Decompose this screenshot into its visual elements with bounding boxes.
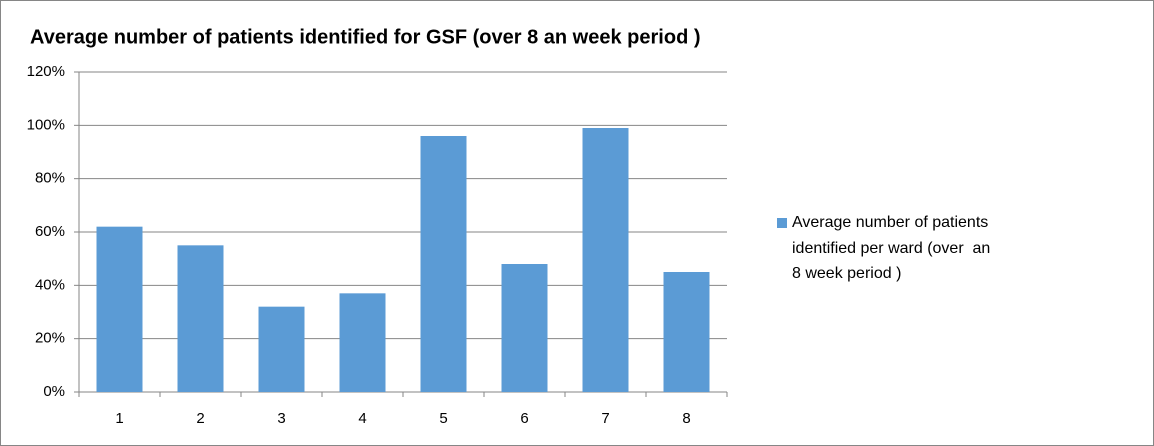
y-tick-label: 80% <box>35 170 65 187</box>
chart-title: Average number of patients identified fo… <box>30 26 701 48</box>
y-tick-label: 0% <box>43 383 65 400</box>
bar <box>177 245 224 392</box>
x-tick-label: 6 <box>520 410 528 427</box>
x-tick-label: 8 <box>682 410 690 427</box>
bar <box>663 272 710 392</box>
bar <box>96 226 143 392</box>
x-tick-label: 4 <box>358 410 366 427</box>
y-tick-label: 100% <box>27 116 65 133</box>
bar <box>339 293 386 392</box>
y-tick-label: 120% <box>27 63 65 80</box>
legend-label: Average number of patients identified pe… <box>792 214 991 282</box>
x-tick-label: 5 <box>439 410 447 427</box>
y-tick-label: 60% <box>35 223 65 240</box>
y-tick-label: 20% <box>35 330 65 347</box>
x-tick-label: 1 <box>115 410 123 427</box>
bar <box>501 264 548 392</box>
y-tick-label: 40% <box>35 276 65 293</box>
bar <box>582 128 629 392</box>
bar <box>420 136 467 392</box>
legend: Average number of patients identified pe… <box>777 210 992 287</box>
bar <box>258 306 305 392</box>
x-tick-label: 3 <box>277 410 285 427</box>
x-tick-label: 7 <box>601 410 609 427</box>
legend-swatch <box>777 218 787 228</box>
x-tick-label: 2 <box>196 410 204 427</box>
